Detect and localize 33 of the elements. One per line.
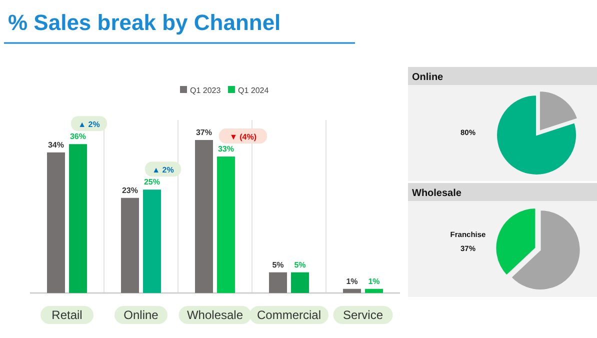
chart-title: % Sales break by Channel [8,10,281,35]
x-tick-label: Wholesale [186,308,244,322]
bar [269,272,287,293]
data-label: 37% [196,128,212,137]
bar [195,140,213,293]
data-label: 34% [48,140,64,150]
bar [47,152,65,293]
bar [69,144,87,293]
data-label: 5% [294,260,306,270]
annotation: ▼ (4%) [229,132,257,142]
chart-title: Wholesale [412,188,462,199]
x-tick-label: Service [342,308,384,322]
data-label: 1% [368,276,380,286]
x-tick-label: Online [124,308,159,322]
bar [291,272,309,293]
bar [217,156,235,293]
bar [121,198,139,293]
legend-label: Q1 2024 [238,86,270,95]
data-label: 5% [272,260,284,270]
data-label: 33% [218,144,234,154]
data-label: 23% [122,186,138,195]
annotation: ▲ 2% [78,120,100,130]
data-label: 1% [346,276,358,286]
data-label: 36% [70,132,86,142]
data-label: 25% [144,178,160,187]
annotation: ▲ 2% [152,166,174,175]
chart-title: Online [412,72,444,83]
legend-label: Q1 2023 [190,86,222,95]
x-tick-label: Retail [52,308,82,322]
bar [143,190,161,293]
bar [343,288,361,293]
x-tick-label: Commercial [256,308,322,322]
bar [365,288,383,293]
